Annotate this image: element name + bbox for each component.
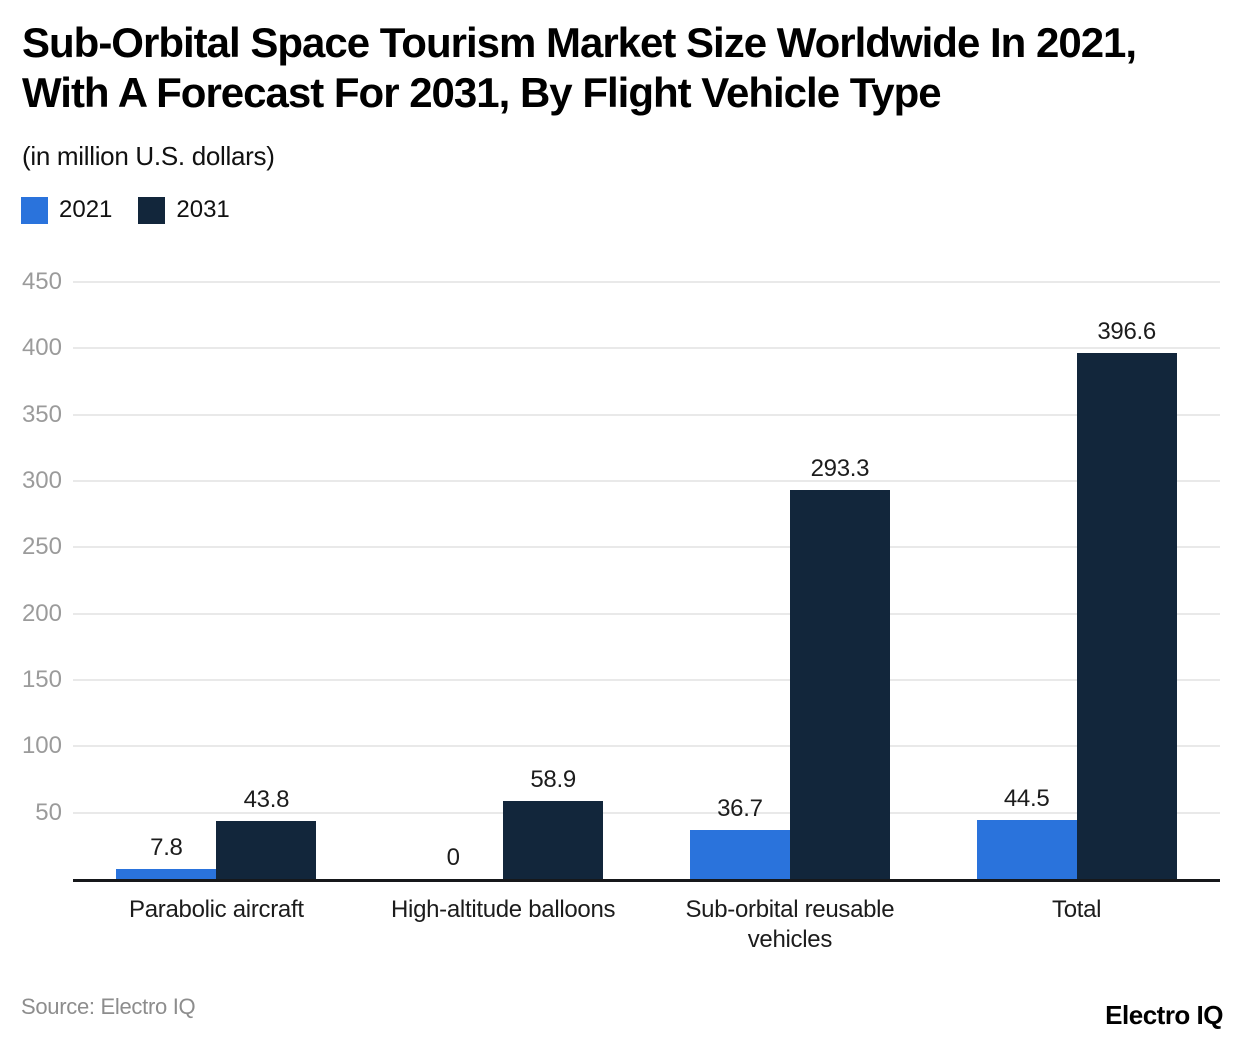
legend-label-2031: 2031: [176, 196, 230, 223]
category-label-high-altitude-balloons: High-altitude balloons: [391, 896, 616, 923]
value-label-2031-total: 396.6: [1097, 317, 1156, 345]
chart-title-line-1: Sub-Orbital Space Tourism Market Size Wo…: [22, 19, 1137, 66]
value-label-2031-parabolic-aircraft: 43.8: [243, 785, 290, 813]
value-label-2021-parabolic-aircraft: 7.8: [150, 833, 183, 861]
gridline-200: [73, 612, 1220, 615]
gridline-50: [73, 811, 1220, 814]
bar-2021-parabolic-aircraft: [116, 868, 217, 879]
chart-title-line-2: With A Forecast For 2031, By Flight Vehi…: [22, 69, 942, 116]
y-axis-tick-150: 150: [21, 666, 62, 693]
y-axis-tick-400: 400: [21, 334, 62, 362]
category-label-total: Total: [1052, 896, 1102, 923]
category-label-parabolic-aircraft: Parabolic aircraft: [129, 896, 304, 923]
category-label-sub-orbital-reusable-vehicles: Sub-orbital reusable vehicles: [685, 896, 895, 953]
bar-2031-total: [1076, 352, 1177, 879]
value-label-2021-total: 44.5: [1003, 784, 1050, 812]
legend-swatch-2021: [21, 196, 48, 224]
legend-swatch-2031: [138, 196, 166, 224]
bar-2021-total: [976, 819, 1077, 879]
legend-item-2031: 2031: [138, 196, 230, 224]
gridline-250: [73, 546, 1220, 549]
bar-2031-sub-orbital-reusable-vehicles: [789, 489, 890, 879]
value-label-2031-sub-orbital-reusable-vehicles: 293.3: [810, 454, 870, 482]
bar-2031-parabolic-aircraft: [216, 820, 317, 879]
bar-2031-high-altitude-balloons: [503, 800, 604, 879]
brand-logo: Electro IQ: [1105, 1000, 1223, 1030]
y-axis-tick-450: 450: [21, 268, 62, 295]
value-label-2031-high-altitude-balloons: 58.9: [530, 765, 576, 793]
x-axis-line: [73, 879, 1220, 882]
y-axis-tick-350: 350: [21, 400, 62, 428]
chart-subtitle: (in million U.S. dollars): [22, 141, 275, 171]
gridline-350: [73, 413, 1220, 416]
value-label-2021-high-altitude-balloons: 0: [446, 844, 460, 871]
y-axis-tick-50: 50: [35, 798, 62, 826]
y-axis-tick-250: 250: [21, 533, 62, 561]
y-axis-tick-100: 100: [21, 732, 62, 760]
value-label-2021-sub-orbital-reusable-vehicles: 36.7: [717, 795, 763, 823]
gridline-400: [73, 347, 1220, 350]
y-axis-tick-300: 300: [21, 467, 62, 494]
legend-item-2021: 2021: [21, 196, 112, 224]
legend-label-2021: 2021: [59, 196, 113, 223]
legend: 2021 2031: [21, 196, 230, 224]
gridline-100: [73, 745, 1220, 748]
gridline-300: [73, 480, 1220, 482]
bar-2021-sub-orbital-reusable-vehicles: [689, 830, 790, 879]
chart-title: Sub-Orbital Space Tourism Market Size Wo…: [22, 18, 1222, 118]
gridline-150: [73, 679, 1220, 681]
source-note: Source: Electro IQ: [21, 994, 196, 1019]
y-axis-tick-200: 200: [21, 599, 62, 627]
gridline-450: [73, 281, 1220, 283]
